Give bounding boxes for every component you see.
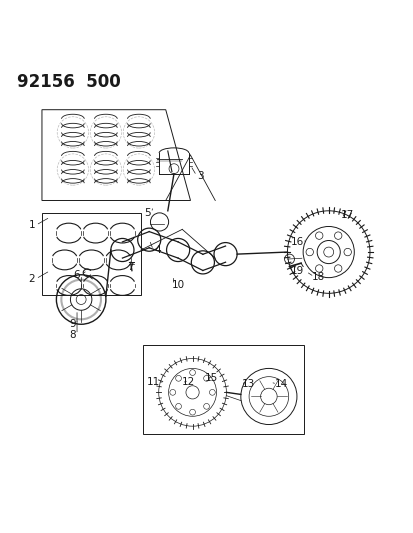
Text: 19: 19 bbox=[290, 265, 304, 276]
Text: 8: 8 bbox=[69, 329, 76, 340]
Text: 2: 2 bbox=[28, 274, 35, 284]
Text: 4: 4 bbox=[154, 245, 160, 255]
Text: 17: 17 bbox=[340, 210, 353, 220]
Text: 3: 3 bbox=[197, 171, 204, 181]
Text: 10: 10 bbox=[171, 280, 184, 290]
Text: 9: 9 bbox=[69, 319, 76, 329]
Text: 14: 14 bbox=[274, 379, 287, 389]
Text: 13: 13 bbox=[241, 379, 254, 389]
Text: 92156  500: 92156 500 bbox=[17, 72, 121, 91]
Text: 5: 5 bbox=[143, 208, 150, 218]
Text: 7: 7 bbox=[127, 262, 134, 271]
Text: 11: 11 bbox=[146, 377, 159, 387]
Text: 1: 1 bbox=[28, 220, 35, 230]
Bar bbox=[143, 345, 303, 434]
Text: 12: 12 bbox=[181, 377, 195, 387]
Text: 18: 18 bbox=[311, 272, 324, 282]
Text: 6: 6 bbox=[74, 270, 80, 280]
Text: 15: 15 bbox=[204, 373, 217, 383]
Text: 16: 16 bbox=[290, 237, 304, 247]
